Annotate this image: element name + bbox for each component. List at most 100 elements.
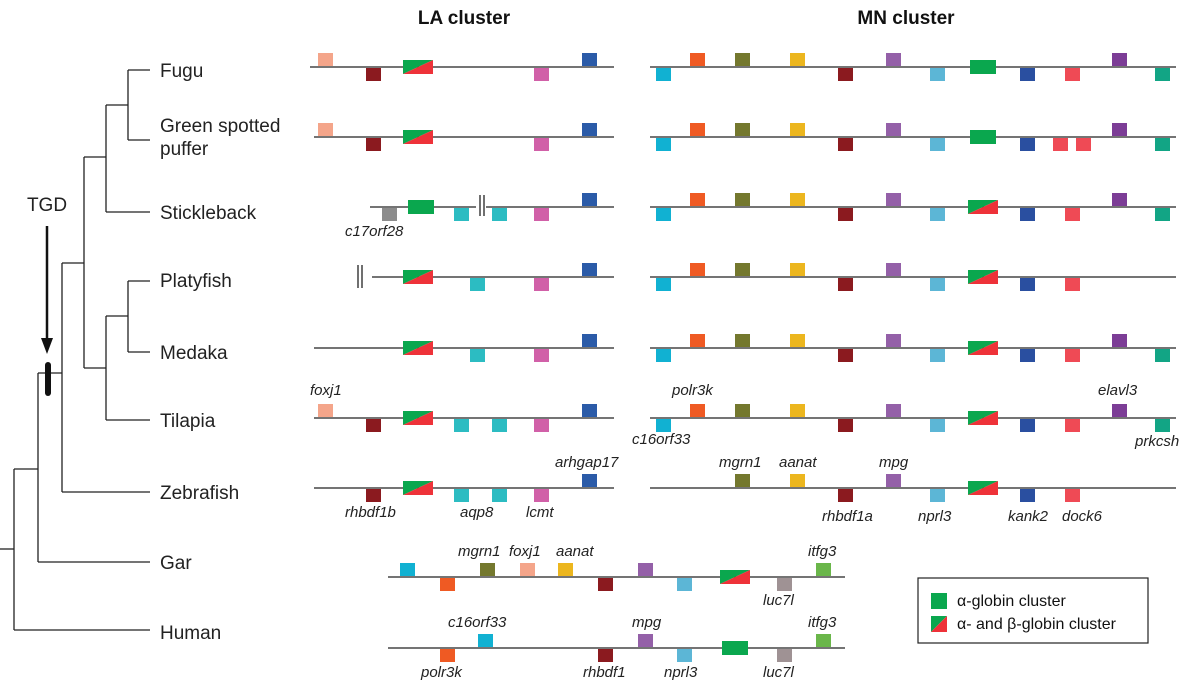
la-6-aqp8-2 xyxy=(454,489,469,502)
mn-6-mix-5-globin-mixed xyxy=(968,481,998,495)
out-0-itfg3-10 xyxy=(816,563,831,576)
label-luc7l-human: luc7l xyxy=(763,664,795,681)
la-2-c17orf28-0 xyxy=(382,208,397,221)
label-aqp8: aqp8 xyxy=(460,504,494,521)
gene-boxes xyxy=(318,53,1170,662)
mn-4-nprl3-6 xyxy=(930,349,945,362)
mn-3-mix-7-globin-mixed xyxy=(968,270,998,284)
mn-6-kank2-6 xyxy=(1020,489,1035,502)
break-marks xyxy=(357,195,485,288)
la-4-lcmt-2 xyxy=(534,349,549,362)
legend-alpha-swatch xyxy=(931,593,947,609)
label-c16orf33-human: c16orf33 xyxy=(448,614,507,631)
mn-0-polr3k-1 xyxy=(690,53,705,66)
label-elavl3: elavl3 xyxy=(1098,382,1138,399)
label-prkcsh: prkcsh xyxy=(1134,433,1179,450)
out-0-polr3k-1 xyxy=(440,578,455,591)
la-2-aqp8-2 xyxy=(454,208,469,221)
out-0-mix-8-globin-mixed xyxy=(720,570,750,584)
out-1-itfg3-7 xyxy=(816,634,831,647)
label-arhgap17: arhgap17 xyxy=(555,454,619,471)
mn-1-rhbdf1-4 xyxy=(838,138,853,151)
out-0-mgrn1-2 xyxy=(480,563,495,576)
mn-4-polr3k-1 xyxy=(690,334,705,347)
mn-4-dock6-9 xyxy=(1065,349,1080,362)
mn-0-elavl3-10 xyxy=(1112,53,1127,66)
la-3-mix-0-globin-mixed xyxy=(403,270,433,284)
species-zebrafish: Zebrafish xyxy=(160,483,239,504)
mn-1-elavl3-11 xyxy=(1112,123,1127,136)
label-luc7l-gar: luc7l xyxy=(763,592,795,609)
la-3-aqp8-1 xyxy=(470,278,485,291)
label-mgrn1-zebrafish: mgrn1 xyxy=(719,454,762,471)
mn-2-aanat-3 xyxy=(790,193,805,206)
species-green-spotted-puffer: Green spotted puffer xyxy=(160,116,280,160)
species-tilapia: Tilapia xyxy=(160,411,216,432)
mn-1-green-7-globin-alpha xyxy=(970,130,996,144)
species-human: Human xyxy=(160,623,221,644)
species-fugu: Fugu xyxy=(160,61,203,82)
label-rhbdf1-human: rhbdf1 xyxy=(583,664,626,681)
mn-5-dock6-9 xyxy=(1065,419,1080,432)
la-1-mix-2-globin-mixed xyxy=(403,130,433,144)
mn-3-polr3k-1 xyxy=(690,263,705,276)
la-5-mix-2-globin-mixed xyxy=(403,411,433,425)
la-3-arhgap17-3 xyxy=(582,263,597,276)
label-polr3k-human: polr3k xyxy=(420,664,463,681)
mn-1-prkcsh-12 xyxy=(1155,138,1170,151)
mn-3-nprl3-6 xyxy=(930,278,945,291)
mn-6-rhbdf1-2 xyxy=(838,489,853,502)
mn-5-polr3k-1 xyxy=(690,404,705,417)
species-labels: Fugu Green spotted puffer Stickleback Pla… xyxy=(160,61,280,644)
tgd-duplication-bar xyxy=(45,362,51,396)
mn-5-aanat-3 xyxy=(790,404,805,417)
label-rhbdf1b: rhbdf1b xyxy=(345,504,396,521)
tgd-label: TGD xyxy=(27,195,67,216)
mn-0-mgrn1-2 xyxy=(735,53,750,66)
mn-1-nprl3-6 xyxy=(930,138,945,151)
label-foxj1: foxj1 xyxy=(310,382,342,399)
out-1-mpg-3 xyxy=(638,634,653,647)
la-5-aqp8-3 xyxy=(454,419,469,432)
la-5-aqp8-4 xyxy=(492,419,507,432)
mn-3-kank2-8 xyxy=(1020,278,1035,291)
mn-cluster-title: MN cluster xyxy=(857,8,955,29)
legend-alpha-label: α-globin cluster xyxy=(957,593,1067,610)
la-4-arhgap17-3 xyxy=(582,334,597,347)
mn-5-rhbdf1-4 xyxy=(838,419,853,432)
label-nprl3-zebrafish: nprl3 xyxy=(918,508,952,525)
la-6-mix-1-globin-mixed xyxy=(403,481,433,495)
legend-alpha-beta-swatch xyxy=(931,616,947,632)
mn-0-dock6-9 xyxy=(1065,68,1080,81)
mn-3-c16orf33-0 xyxy=(656,278,671,291)
out-0-c16orf33-0 xyxy=(400,563,415,576)
la-4-aqp8-1 xyxy=(470,349,485,362)
label-itfg3-gar: itfg3 xyxy=(808,543,837,560)
mn-4-mgrn1-2 xyxy=(735,334,750,347)
la-6-arhgap17-5 xyxy=(582,474,597,487)
mn-2-polr3k-1 xyxy=(690,193,705,206)
la-4-mix-0-globin-mixed xyxy=(403,341,433,355)
label-dock6: dock6 xyxy=(1062,508,1103,525)
label-kank2: kank2 xyxy=(1008,508,1049,525)
mn-5-c16orf33-0 xyxy=(656,419,671,432)
la-3-lcmt-2 xyxy=(534,278,549,291)
la-1-arhgap17-4 xyxy=(582,123,597,136)
mn-6-nprl3-4 xyxy=(930,489,945,502)
gene-labels: foxj1 polr3k elavl3 c16orf33 prkcsh arhg… xyxy=(310,223,1179,681)
mn-4-mix-7-globin-mixed xyxy=(968,341,998,355)
mn-1-mpg-5 xyxy=(886,123,901,136)
mn-0-rhbdf1-4 xyxy=(838,68,853,81)
mn-6-dock6-7 xyxy=(1065,489,1080,502)
la-6-rhbdf1-0 xyxy=(366,489,381,502)
la-6-lcmt-4 xyxy=(534,489,549,502)
mn-3-rhbdf1-4 xyxy=(838,278,853,291)
la-1-foxj1-0 xyxy=(318,123,333,136)
mn-3-mpg-5 xyxy=(886,263,901,276)
out-0-luc7l-9 xyxy=(777,578,792,591)
la-5-arhgap17-6 xyxy=(582,404,597,417)
out-1-green-5-globin-alpha xyxy=(722,641,748,655)
out-0-rhbdf1-5 xyxy=(598,578,613,591)
la-0-mix-2-globin-mixed xyxy=(403,60,433,74)
